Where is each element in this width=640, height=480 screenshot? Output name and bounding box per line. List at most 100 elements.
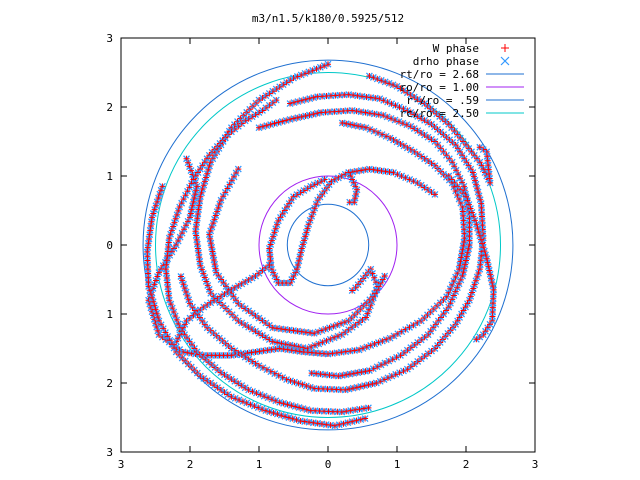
w-phase-point	[489, 282, 496, 289]
w-phase-point	[212, 265, 219, 272]
w-phase-point	[325, 351, 331, 358]
w-phase-point	[209, 248, 216, 255]
w-phase-point	[464, 249, 471, 256]
w-phase-point	[461, 265, 468, 272]
w-phase-point	[298, 97, 305, 104]
w-phase-point	[485, 263, 492, 270]
w-phase-point	[231, 126, 238, 133]
x-tick-label: 0	[325, 458, 332, 471]
w-phase-point	[366, 296, 373, 303]
w-phase-point	[484, 259, 491, 266]
w-phase-point	[269, 99, 276, 106]
w-phase-point	[155, 331, 162, 338]
y-tick-label: 2	[106, 101, 113, 114]
w-phase-point	[350, 370, 357, 377]
w-phase-point	[347, 348, 354, 355]
w-phase-point	[414, 358, 421, 365]
w-phase-point	[463, 253, 470, 260]
w-phase-point	[272, 346, 279, 353]
w-phase-point	[411, 361, 418, 368]
w-phase-point	[259, 267, 266, 274]
w-phase-point	[287, 100, 294, 107]
x-tick-label: 2	[463, 458, 470, 471]
w-phase-point	[445, 304, 452, 311]
w-phase-point	[306, 419, 313, 426]
x-tick-label: 2	[187, 458, 194, 471]
w-phase-point	[360, 405, 367, 412]
w-phase-point	[220, 279, 227, 286]
w-phase-point	[437, 145, 444, 152]
w-phase-point	[375, 111, 382, 118]
w-phase-point	[183, 317, 190, 324]
w-phase-point	[440, 296, 447, 303]
w-phase-point	[310, 111, 317, 118]
w-phase-point	[338, 349, 345, 356]
w-phase-point	[269, 324, 276, 331]
w-phase-point	[465, 245, 472, 252]
w-phase-point	[148, 218, 155, 225]
w-phase-point	[454, 183, 461, 190]
w-phase-point	[353, 108, 360, 115]
w-phase-point	[269, 338, 276, 345]
w-phase-point	[342, 348, 349, 355]
y-tick-label: 3	[106, 446, 113, 459]
w-phase-point	[189, 202, 196, 209]
w-phase-point	[338, 331, 345, 338]
w-phase-point	[347, 407, 354, 414]
w-phase-point	[356, 319, 363, 326]
w-phase-point	[213, 269, 220, 276]
w-phase-point	[440, 148, 447, 155]
w-phase-point	[245, 307, 252, 314]
w-phase-point	[286, 327, 293, 334]
w-phase-point	[278, 340, 285, 347]
w-phase-point	[249, 103, 256, 110]
w-phase-point	[242, 117, 249, 124]
w-phase-point	[378, 167, 385, 174]
w-phase-point	[369, 380, 376, 387]
w-phase-point	[310, 419, 317, 426]
w-phase-point	[362, 124, 369, 131]
w-phase-point	[186, 338, 193, 345]
w-phase-point	[374, 167, 381, 174]
w-phase-point	[238, 303, 245, 310]
w-phase-point	[381, 273, 388, 280]
w-phase-point	[486, 267, 493, 274]
w-phase-point	[248, 349, 255, 356]
w-phase-point	[354, 369, 361, 376]
w-phase-point	[430, 305, 437, 312]
w-phase-point	[362, 415, 369, 422]
w-phase-point	[407, 363, 414, 370]
w-phase-point	[191, 194, 198, 201]
w-phase-point	[445, 121, 452, 128]
w-phase-point	[280, 346, 287, 353]
w-phase-point	[361, 382, 368, 389]
w-phase-point	[365, 381, 372, 388]
reference-circle	[258, 175, 398, 315]
w-phase-point	[287, 116, 294, 123]
w-phase-point	[193, 232, 200, 239]
w-phase-point	[331, 422, 338, 429]
w-phase-point	[435, 317, 442, 324]
w-phase-point	[362, 166, 369, 173]
w-phase-point	[218, 276, 225, 283]
w-phase-point	[343, 120, 350, 127]
w-phase-point	[468, 148, 475, 155]
w-phase-point	[249, 310, 256, 317]
w-phase-point	[360, 302, 367, 309]
w-phase-point	[348, 314, 355, 321]
w-phase-point	[488, 275, 495, 282]
w-phase-point	[207, 240, 214, 247]
w-phase-point	[268, 346, 275, 353]
w-phase-point	[344, 419, 351, 426]
legend-label: r-/ro = .59	[406, 94, 479, 107]
w-phase-point	[349, 324, 356, 331]
w-phase-point	[345, 317, 352, 324]
w-phase-point	[343, 408, 350, 415]
w-phase-point	[353, 190, 360, 197]
legend-label: drho phase	[413, 55, 479, 68]
w-phase-point	[451, 128, 458, 135]
w-phase-point	[266, 102, 273, 109]
w-phase-point	[363, 93, 370, 100]
w-phase-point	[235, 300, 242, 307]
